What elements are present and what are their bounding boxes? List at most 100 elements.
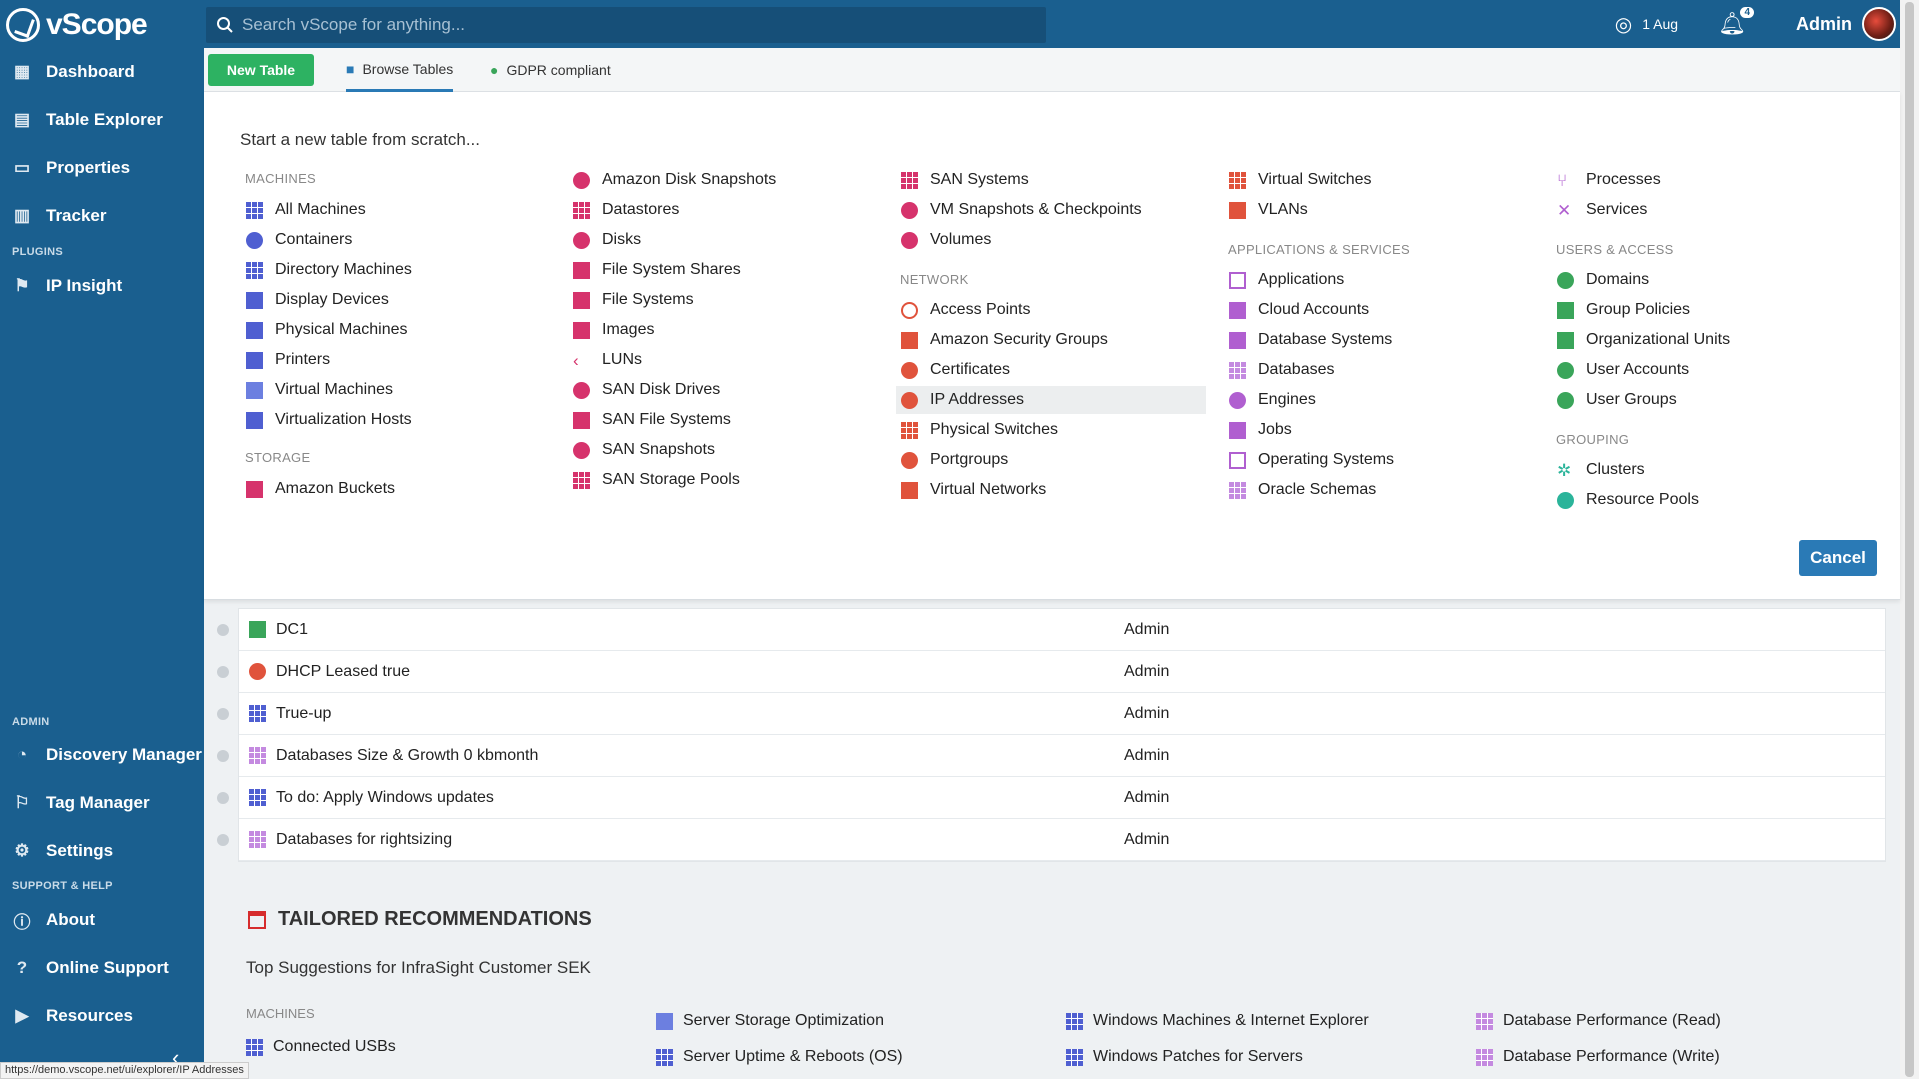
page-scrollbar[interactable] (1900, 0, 1919, 1079)
list-item[interactable]: User Accounts (1552, 356, 1862, 384)
list-item[interactable]: Amazon Buckets (241, 475, 551, 503)
sidebar-item-settings[interactable]: ⚙ Settings (0, 831, 204, 871)
list-item[interactable]: VM Snapshots & Checkpoints (896, 196, 1206, 224)
top-bar: ◎ 1 Aug 🔔︎ 4 Admin (204, 0, 1900, 48)
access-point-icon (901, 301, 918, 319)
list-item[interactable]: Virtual Switches (1224, 166, 1534, 194)
cancel-button[interactable]: Cancel (1799, 540, 1877, 576)
list-item[interactable]: Images (568, 316, 878, 344)
plugins-section-label: PLUGINS (12, 246, 63, 258)
list-item[interactable]: Datastores (568, 196, 878, 224)
database-icon (1476, 1012, 1493, 1030)
table-row[interactable]: Databases for rightsizing Admin (217, 819, 1885, 861)
recommendation-item[interactable]: Database Performance (Read) (1476, 1012, 1721, 1030)
avatar[interactable] (1862, 7, 1896, 41)
recommendation-item[interactable]: Windows Patches for Servers (1066, 1048, 1303, 1066)
recommendations-heading: TAILORED RECOMMENDATIONS (248, 908, 592, 931)
list-item[interactable]: VLANs (1224, 196, 1534, 224)
list-item[interactable]: Virtualization Hosts (241, 406, 551, 434)
resource-pool-icon (1557, 491, 1574, 509)
list-item[interactable]: Databases (1224, 356, 1534, 384)
list-item[interactable]: Volumes (896, 226, 1206, 254)
recommendation-item[interactable]: Connected USBs (246, 1038, 396, 1056)
table-row[interactable]: True-up Admin (217, 693, 1885, 735)
list-item[interactable]: Organizational Units (1552, 326, 1862, 354)
list-item[interactable]: Display Devices (241, 286, 551, 314)
list-item[interactable]: Amazon Security Groups (896, 326, 1206, 354)
list-item[interactable]: Portgroups (896, 446, 1206, 474)
list-item[interactable]: Operating Systems (1224, 446, 1534, 474)
discovery-date[interactable]: ◎ 1 Aug (1615, 12, 1678, 37)
sidebar-item-table-explorer[interactable]: ▤ Table Explorer (0, 100, 204, 140)
sidebar-item-online-support[interactable]: ? Online Support (0, 948, 204, 988)
notifications-button[interactable]: 🔔︎ 4 (1718, 7, 1754, 37)
list-item[interactable]: ✲ Clusters (1557, 460, 1645, 480)
collapse-sidebar-icon[interactable]: ‹ (172, 1045, 180, 1070)
sidebar-item-label: Tag Manager (46, 793, 150, 812)
list-item[interactable]: Directory Machines (241, 256, 551, 284)
list-item[interactable]: Amazon Disk Snapshots (568, 166, 878, 194)
list-item[interactable]: Group Policies (1552, 296, 1862, 324)
new-table-button[interactable]: New Table (208, 54, 314, 86)
list-item[interactable]: All Machines (241, 196, 551, 224)
list-item[interactable]: SAN Disk Drives (568, 376, 878, 404)
sidebar-item-resources[interactable]: ▶ Resources (0, 996, 204, 1036)
list-item[interactable]: ‹ LUNs (573, 350, 643, 370)
recommendation-item[interactable]: Server Uptime & Reboots (OS) (656, 1048, 903, 1066)
list-item[interactable]: Disks (568, 226, 878, 254)
recommendation-item[interactable]: Database Performance (Write) (1476, 1048, 1720, 1066)
folder-icon (573, 291, 590, 309)
table-row[interactable]: DHCP Leased true Admin (217, 651, 1885, 693)
list-item[interactable]: Printers (241, 346, 551, 374)
list-item[interactable]: Cloud Accounts (1224, 296, 1534, 324)
list-item[interactable]: ✕ Services (1557, 200, 1648, 220)
sidebar-item-tracker[interactable]: ▥ Tracker (0, 196, 204, 236)
recommendation-item[interactable]: Windows Machines & Internet Explorer (1066, 1012, 1369, 1030)
org-unit-icon (1557, 331, 1574, 349)
sidebar-item-ip-insight[interactable]: ⚑ IP Insight (0, 266, 204, 306)
list-item[interactable]: Physical Machines (241, 316, 551, 344)
list-item[interactable]: Resource Pools (1552, 486, 1862, 514)
list-item[interactable]: Virtual Machines (241, 376, 551, 404)
sidebar-item-properties[interactable]: ▭ Properties (0, 148, 204, 188)
list-item[interactable]: Access Points (896, 296, 1206, 324)
list-item[interactable]: SAN File Systems (568, 406, 878, 434)
list-item[interactable]: Containers (241, 226, 551, 254)
list-item[interactable]: Engines (1224, 386, 1534, 414)
list-item[interactable]: ⑂ Processes (1557, 170, 1661, 190)
recommendation-item[interactable]: Server Storage Optimization (656, 1012, 884, 1030)
list-item[interactable]: SAN Snapshots (568, 436, 878, 464)
folder-icon: ■ (346, 60, 355, 77)
scrollbar-thumb[interactable] (1905, 2, 1914, 1077)
sidebar-item-tag-manager[interactable]: ⚐ Tag Manager (0, 783, 204, 823)
list-item[interactable]: User Groups (1552, 386, 1862, 414)
app-logo[interactable]: vScope (6, 6, 148, 44)
tab-browse-tables[interactable]: ■ Browse Tables (346, 48, 454, 92)
sidebar-item-dashboard[interactable]: ▦ Dashboard (0, 52, 204, 92)
sidebar-item-discovery-manager[interactable]: ◔ Discovery Manager (0, 735, 204, 775)
list-item[interactable]: Physical Switches (896, 416, 1206, 444)
list-item[interactable]: File Systems (568, 286, 878, 314)
search-input[interactable] (242, 15, 1022, 35)
tab-gdpr-compliant[interactable]: ● GDPR compliant (490, 48, 611, 92)
ip-address-icon (901, 391, 918, 409)
list-item[interactable]: Domains (1552, 266, 1862, 294)
list-item[interactable]: Oracle Schemas (1224, 476, 1534, 504)
list-item[interactable]: Applications (1224, 266, 1534, 294)
database-icon (249, 831, 266, 848)
list-item[interactable]: Database Systems (1224, 326, 1534, 354)
user-name[interactable]: Admin (1796, 13, 1852, 34)
table-row[interactable]: To do: Apply Windows updates Admin (217, 777, 1885, 819)
table-row[interactable]: Databases Size & Growth 0 kbmonth Admin (217, 735, 1885, 777)
sidebar-item-about[interactable]: ⓘ About (0, 900, 204, 940)
list-item[interactable]: File System Shares (568, 256, 878, 284)
list-item[interactable]: Virtual Networks (896, 476, 1206, 504)
machines-icon (246, 1038, 263, 1056)
list-item[interactable]: SAN Storage Pools (568, 466, 878, 494)
list-item[interactable]: SAN Systems (896, 166, 1206, 194)
table-row[interactable]: DC1 Admin (217, 609, 1885, 651)
section-users: USERS & ACCESS (1556, 242, 1674, 257)
list-item[interactable]: Jobs (1224, 416, 1534, 444)
list-item[interactable]: Certificates (896, 356, 1206, 384)
list-item-ip-addresses[interactable]: IP Addresses (896, 386, 1206, 414)
